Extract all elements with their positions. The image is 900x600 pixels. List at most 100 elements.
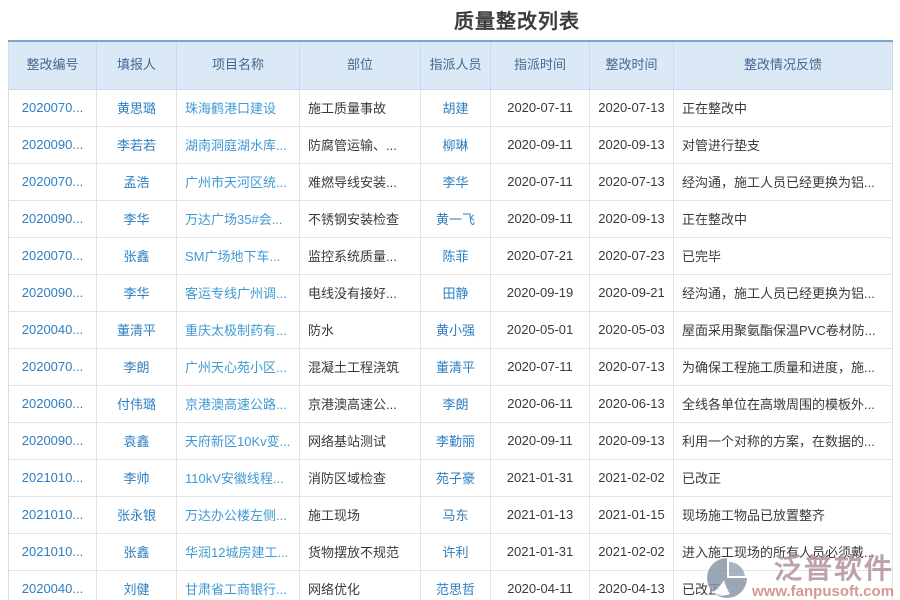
table-row: 2020090... 李若若 湖南洞庭湖水库... 防腐管运输、... 柳琳 2020-0… xyxy=(8,126,893,164)
cell-part: 难燃导线安装... xyxy=(299,163,421,201)
cell-project[interactable]: 珠海鹤港口建设 xyxy=(176,89,300,127)
table-row: 2020070... 李朗 广州天心苑小区... 混凝土工程浇筑 董清平 2020-07-… xyxy=(8,348,893,386)
cell-rectify_time: 2021-01-15 xyxy=(589,496,674,534)
cell-assignee[interactable]: 董清平 xyxy=(420,348,491,386)
column-header-rectify_time: 整改时间 xyxy=(589,41,674,90)
column-header-id: 整改编号 xyxy=(8,41,97,90)
cell-project[interactable]: 万达广场35#会... xyxy=(176,200,300,238)
cell-project[interactable]: 湖南洞庭湖水库... xyxy=(176,126,300,164)
cell-reporter[interactable]: 张鑫 xyxy=(96,533,177,571)
cell-id[interactable]: 2020070... xyxy=(8,163,97,201)
cell-rectify_time: 2020-05-03 xyxy=(589,311,674,349)
cell-part: 防水 xyxy=(299,311,421,349)
cell-assignee[interactable]: 黄小强 xyxy=(420,311,491,349)
cell-assignee[interactable]: 柳琳 xyxy=(420,126,491,164)
cell-assignee[interactable]: 马东 xyxy=(420,496,491,534)
column-header-reporter: 填报人 xyxy=(96,41,177,90)
cell-rectify_time: 2020-09-13 xyxy=(589,200,674,238)
cell-id[interactable]: 2021010... xyxy=(8,459,97,497)
cell-id[interactable]: 2020040... xyxy=(8,311,97,349)
cell-part: 防腐管运输、... xyxy=(299,126,421,164)
cell-id[interactable]: 2020090... xyxy=(8,200,97,238)
cell-feedback: 经沟通，施工人员已经更换为铝... xyxy=(673,163,893,201)
cell-feedback: 已改正 xyxy=(673,570,893,600)
cell-reporter[interactable]: 李华 xyxy=(96,274,177,312)
cell-id[interactable]: 2020040... xyxy=(8,570,97,600)
cell-assign_time: 2020-07-21 xyxy=(490,237,590,275)
cell-part: 网络基站测试 xyxy=(299,422,421,460)
cell-reporter[interactable]: 张永银 xyxy=(96,496,177,534)
cell-id[interactable]: 2020070... xyxy=(8,237,97,275)
cell-assignee[interactable]: 范思哲 xyxy=(420,570,491,600)
cell-part: 施工现场 xyxy=(299,496,421,534)
cell-project[interactable]: 天府新区10Kv变... xyxy=(176,422,300,460)
cell-feedback: 正在整改中 xyxy=(673,89,893,127)
cell-feedback: 屋面采用聚氨酯保温PVC卷材防... xyxy=(673,311,893,349)
cell-project[interactable]: 华润12城房建工... xyxy=(176,533,300,571)
table-row: 2020060... 付伟璐 京港澳高速公路... 京港澳高速公... 李朗 2020-0… xyxy=(8,385,893,423)
cell-id[interactable]: 2020070... xyxy=(8,89,97,127)
cell-id[interactable]: 2020090... xyxy=(8,422,97,460)
cell-reporter[interactable]: 张鑫 xyxy=(96,237,177,275)
cell-feedback: 已完毕 xyxy=(673,237,893,275)
cell-feedback: 正在整改中 xyxy=(673,200,893,238)
cell-project[interactable]: 广州天心苑小区... xyxy=(176,348,300,386)
cell-feedback: 现场施工物品已放置整齐 xyxy=(673,496,893,534)
cell-assignee[interactable]: 黄一飞 xyxy=(420,200,491,238)
cell-assignee[interactable]: 李朗 xyxy=(420,385,491,423)
cell-project[interactable]: 万达办公楼左侧... xyxy=(176,496,300,534)
cell-rectify_time: 2020-04-13 xyxy=(589,570,674,600)
cell-reporter[interactable]: 袁鑫 xyxy=(96,422,177,460)
cell-id[interactable]: 2020090... xyxy=(8,274,97,312)
cell-reporter[interactable]: 刘健 xyxy=(96,570,177,600)
cell-assignee[interactable]: 李勤丽 xyxy=(420,422,491,460)
cell-assignee[interactable]: 苑子豪 xyxy=(420,459,491,497)
cell-reporter[interactable]: 孟浩 xyxy=(96,163,177,201)
cell-id[interactable]: 2021010... xyxy=(8,533,97,571)
cell-assign_time: 2020-04-11 xyxy=(490,570,590,600)
cell-assignee[interactable]: 陈菲 xyxy=(420,237,491,275)
cell-project[interactable]: 甘肃省工商银行... xyxy=(176,570,300,600)
cell-project[interactable]: 重庆太极制药有... xyxy=(176,311,300,349)
cell-part: 网络优化 xyxy=(299,570,421,600)
cell-assign_time: 2020-09-11 xyxy=(490,422,590,460)
cell-rectify_time: 2021-02-02 xyxy=(589,533,674,571)
cell-assign_time: 2020-07-11 xyxy=(490,163,590,201)
cell-assign_time: 2020-06-11 xyxy=(490,385,590,423)
cell-assign_time: 2021-01-31 xyxy=(490,533,590,571)
cell-project[interactable]: 京港澳高速公路... xyxy=(176,385,300,423)
cell-project[interactable]: 客运专线广州调... xyxy=(176,274,300,312)
cell-rectify_time: 2020-09-13 xyxy=(589,422,674,460)
cell-reporter[interactable]: 李朗 xyxy=(96,348,177,386)
cell-assignee[interactable]: 李华 xyxy=(420,163,491,201)
cell-reporter[interactable]: 李帅 xyxy=(96,459,177,497)
cell-assignee[interactable]: 田静 xyxy=(420,274,491,312)
cell-assign_time: 2021-01-31 xyxy=(490,459,590,497)
cell-project[interactable]: 广州市天河区统... xyxy=(176,163,300,201)
table-row: 2020090... 李华 万达广场35#会... 不锈钢安装检查 黄一飞 2020-09… xyxy=(8,200,893,238)
cell-id[interactable]: 2020070... xyxy=(8,348,97,386)
cell-reporter[interactable]: 黄思璐 xyxy=(96,89,177,127)
cell-reporter[interactable]: 李华 xyxy=(96,200,177,238)
cell-feedback: 全线各单位在高墩周围的模板外... xyxy=(673,385,893,423)
cell-rectify_time: 2020-06-13 xyxy=(589,385,674,423)
cell-assign_time: 2020-05-01 xyxy=(490,311,590,349)
cell-feedback: 经沟通，施工人员已经更换为铝... xyxy=(673,274,893,312)
cell-part: 消防区域检查 xyxy=(299,459,421,497)
cell-assign_time: 2020-07-11 xyxy=(490,89,590,127)
cell-id[interactable]: 2020060... xyxy=(8,385,97,423)
cell-reporter[interactable]: 董清平 xyxy=(96,311,177,349)
cell-reporter[interactable]: 李若若 xyxy=(96,126,177,164)
cell-rectify_time: 2020-09-13 xyxy=(589,126,674,164)
rectification-table: 整改编号 填报人 项目名称 部位 指派人员 指派时间 整改时间 整改情况反馈 2020070.… xyxy=(8,40,893,600)
cell-id[interactable]: 2020090... xyxy=(8,126,97,164)
cell-reporter[interactable]: 付伟璐 xyxy=(96,385,177,423)
cell-project[interactable]: SM广场地下车... xyxy=(176,237,300,275)
cell-id[interactable]: 2021010... xyxy=(8,496,97,534)
table-row: 2020040... 董清平 重庆太极制药有... 防水 黄小强 2020-05-01 20… xyxy=(8,311,893,349)
cell-assign_time: 2020-09-19 xyxy=(490,274,590,312)
cell-project[interactable]: 110kV安徽线程... xyxy=(176,459,300,497)
cell-assignee[interactable]: 胡建 xyxy=(420,89,491,127)
cell-assignee[interactable]: 许利 xyxy=(420,533,491,571)
